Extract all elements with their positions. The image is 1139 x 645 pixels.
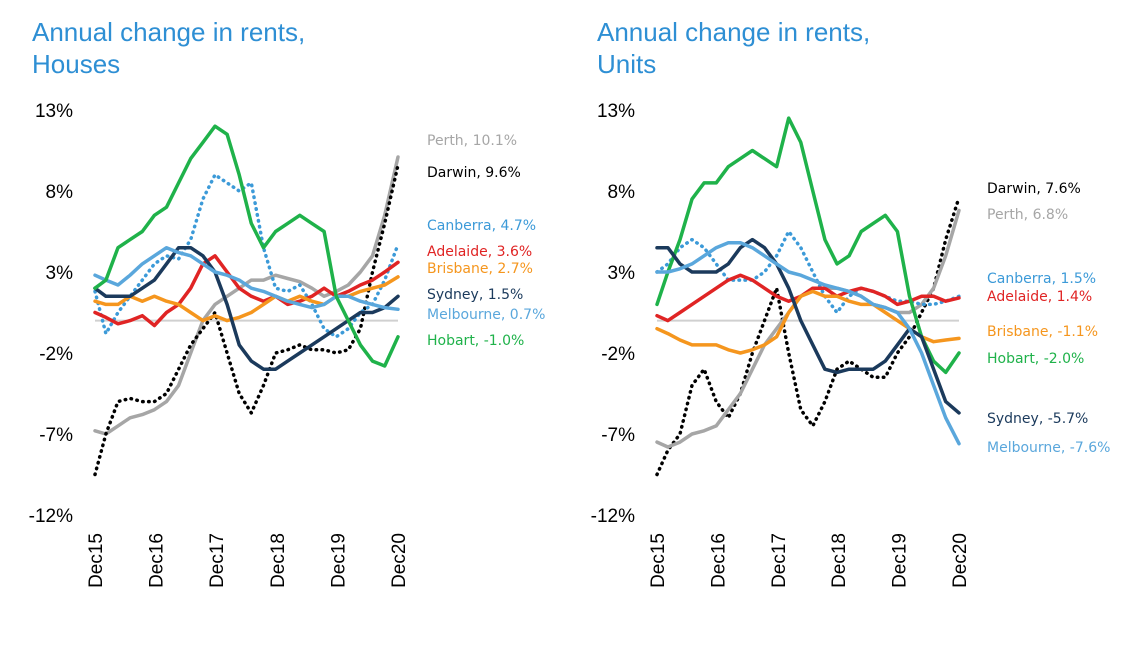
x-tick-label: Dec18 [268,533,289,588]
chart-title-line-1: Annual change in rents, [32,17,306,47]
series-label-sydney: Sydney, -5.7% [987,411,1088,427]
series-line-darwin [655,195,961,477]
x-tick-label: Dec16 [708,533,729,588]
chart-houses: Annual change in rents, Houses 13% 8% 3% -2… [0,0,560,645]
series-label-perth: Perth, 10.1% [427,133,517,149]
y-tick-label: 3% [46,263,74,284]
y-tick-label: -2% [601,344,635,365]
x-tick-label: Dec15 [648,533,669,588]
x-tick-label: Dec18 [829,533,850,588]
series-line-melbourne [93,245,400,312]
series-label-perth: Perth, 6.8% [987,207,1068,223]
x-tick-label: Dec19 [890,533,911,588]
y-tick-label: 8% [46,182,74,203]
x-tick-label: Dec20 [950,533,971,588]
chart-title-line-2: Units [597,49,657,79]
chart-units-plot: 13% 8% 3% -2% -7% -12% Dec15 Dec16 Dec17 Dec18 Dec… [591,101,1111,588]
y-tick-label: -7% [39,425,73,446]
y-tick-label: 13% [597,101,635,122]
series-line-canberra [93,173,400,339]
x-tick-label: Dec16 [147,533,168,588]
y-tick-label: 8% [608,182,636,203]
y-tick-label: -2% [39,344,73,365]
series-label-canberra: Canberra, 1.5% [987,271,1096,287]
y-tick-label: 3% [608,263,636,284]
series-label-brisbane: Brisbane, -1.1% [987,324,1098,340]
y-tick-label: -7% [601,425,635,446]
chart-houses-plot: 13% 8% 3% -2% -7% -12% Dec15 Dec16 Dec17 Dec18 Dec… [29,101,546,588]
series-label-sydney: Sydney, 1.5% [427,287,523,303]
y-tick-label: 13% [35,101,73,122]
y-tick-label: -12% [29,506,73,527]
series-line-adelaide [93,254,400,328]
series-line-darwin [93,163,400,477]
series-label-darwin: Darwin, 9.6% [427,165,521,181]
series-label-darwin: Darwin, 7.6% [987,181,1081,197]
series-label-hobart: Hobart, -1.0% [427,333,524,349]
series-label-melbourne: Melbourne, 0.7% [427,307,545,323]
chart-title: Annual change in rents, Units [597,16,997,80]
x-tick-label: Dec17 [207,533,228,588]
chart-title: Annual change in rents, Houses [32,16,432,80]
series-line-melbourne [655,241,961,446]
x-tick-label: Dec15 [86,533,107,588]
series-label-canberra: Canberra, 4.7% [427,218,536,234]
chart-title-line-2: Houses [32,49,121,79]
series-line-sydney [93,245,400,371]
series-line-hobart [93,124,400,368]
x-tick-label: Dec20 [389,533,410,588]
series-line-sydney [655,237,961,415]
chart-units: Annual change in rents, Units 13% 8% 3% -2%… [565,0,1125,645]
series-label-adelaide: Adelaide, 1.4% [987,289,1092,305]
series-line-hobart [655,116,961,375]
series-label-melbourne: Melbourne, -7.6% [987,440,1110,456]
series-label-brisbane: Brisbane, 2.7% [427,261,533,277]
x-tick-label: Dec19 [328,533,349,588]
series-label-hobart: Hobart, -2.0% [987,351,1084,367]
chart-title-line-1: Annual change in rents, [597,17,871,47]
series-label-adelaide: Adelaide, 3.6% [427,244,532,260]
y-tick-label: -12% [591,506,635,527]
x-tick-label: Dec17 [769,533,790,588]
